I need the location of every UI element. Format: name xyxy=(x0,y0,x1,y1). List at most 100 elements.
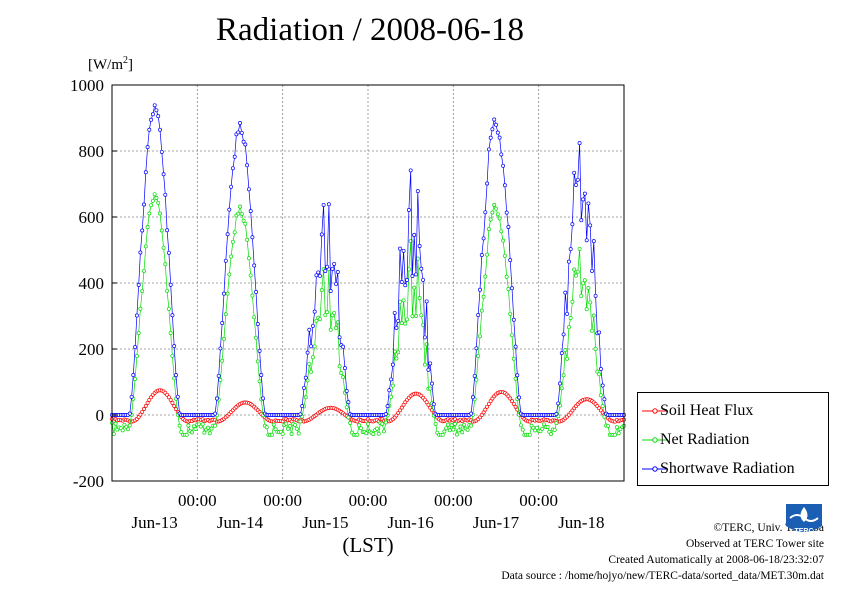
data-point xyxy=(124,424,129,429)
y-tick-label: 800 xyxy=(79,142,105,161)
data-point xyxy=(230,239,235,244)
data-point xyxy=(410,314,415,319)
data-point xyxy=(490,127,495,132)
data-point xyxy=(230,166,235,171)
data-point xyxy=(495,130,500,135)
data-point xyxy=(396,350,401,355)
data-point xyxy=(127,411,132,416)
data-point xyxy=(579,218,584,223)
data-point xyxy=(310,323,315,328)
data-point xyxy=(588,300,593,305)
data-point xyxy=(346,400,351,405)
data-point xyxy=(305,350,310,355)
data-point xyxy=(163,262,168,267)
data-point xyxy=(225,232,230,237)
data-point xyxy=(303,375,308,380)
data-point xyxy=(154,196,159,200)
data-point xyxy=(239,211,244,216)
data-point xyxy=(152,192,157,197)
credits-block: ©TERC, Univ. Tsukuba Observed at TERC To… xyxy=(501,520,824,584)
data-point xyxy=(545,425,550,429)
data-point xyxy=(405,317,410,322)
data-point xyxy=(442,429,447,434)
data-point xyxy=(143,170,148,175)
data-point xyxy=(574,182,578,187)
data-point xyxy=(143,403,148,408)
data-point xyxy=(597,330,602,335)
data-point xyxy=(511,317,516,322)
data-point xyxy=(602,397,607,402)
data-point xyxy=(412,233,417,237)
data-point xyxy=(542,422,546,427)
data-point xyxy=(558,381,562,386)
y-tick-label: -200 xyxy=(73,472,104,491)
data-point xyxy=(232,230,237,235)
series-layer xyxy=(110,103,626,437)
data-point xyxy=(158,127,162,132)
data-point xyxy=(207,431,212,436)
data-point xyxy=(575,269,580,274)
data-point xyxy=(510,333,514,338)
legend-marker-soil xyxy=(642,408,668,414)
data-point xyxy=(456,428,461,433)
data-point xyxy=(440,432,445,437)
data-point xyxy=(319,288,324,293)
data-point xyxy=(511,401,516,406)
data-point xyxy=(229,184,234,189)
data-point xyxy=(326,202,331,207)
data-point xyxy=(200,422,205,427)
data-point xyxy=(126,427,130,432)
data-point xyxy=(586,285,591,290)
data-point xyxy=(156,114,161,119)
data-point xyxy=(563,290,568,295)
data-point xyxy=(140,409,145,414)
data-point xyxy=(348,421,353,425)
data-point xyxy=(222,291,226,296)
data-point xyxy=(163,192,168,197)
data-point xyxy=(579,293,584,298)
data-point xyxy=(147,211,152,216)
data-point xyxy=(284,421,289,426)
data-point xyxy=(202,430,207,435)
data-point xyxy=(172,344,177,349)
data-point xyxy=(344,405,349,410)
data-point xyxy=(138,306,143,311)
data-point xyxy=(428,405,433,410)
data-point xyxy=(554,421,559,426)
data-point xyxy=(150,198,155,203)
data-point xyxy=(504,274,509,279)
data-point xyxy=(499,152,504,157)
x-tick-label-day: Jun-14 xyxy=(217,513,264,532)
data-point xyxy=(339,371,344,376)
data-point xyxy=(289,432,294,436)
data-point xyxy=(513,404,518,409)
data-point xyxy=(488,399,493,404)
data-point xyxy=(405,278,410,282)
data-point xyxy=(497,216,502,221)
x-tick-label-time: 00:00 xyxy=(434,491,473,510)
data-point xyxy=(399,321,404,326)
data-point xyxy=(483,407,488,412)
data-point xyxy=(165,228,170,233)
data-point xyxy=(401,298,406,303)
data-point xyxy=(410,274,415,278)
data-point xyxy=(588,223,593,228)
legend-label-net: Net Radiation xyxy=(660,431,750,448)
data-point xyxy=(584,238,589,243)
data-point xyxy=(398,408,402,413)
data-point xyxy=(476,313,481,317)
data-point xyxy=(510,286,514,291)
credit-observed: Observed at TERC Tower site xyxy=(685,538,824,550)
data-point xyxy=(245,163,250,168)
data-point xyxy=(469,423,474,428)
data-point xyxy=(337,364,342,369)
data-point xyxy=(399,280,404,284)
data-point xyxy=(245,237,250,242)
data-point xyxy=(483,274,488,279)
data-point xyxy=(218,346,223,351)
data-point xyxy=(168,397,173,402)
svg-text:TERC: TERC xyxy=(794,528,813,535)
data-point xyxy=(414,314,418,318)
data-point xyxy=(241,139,246,144)
